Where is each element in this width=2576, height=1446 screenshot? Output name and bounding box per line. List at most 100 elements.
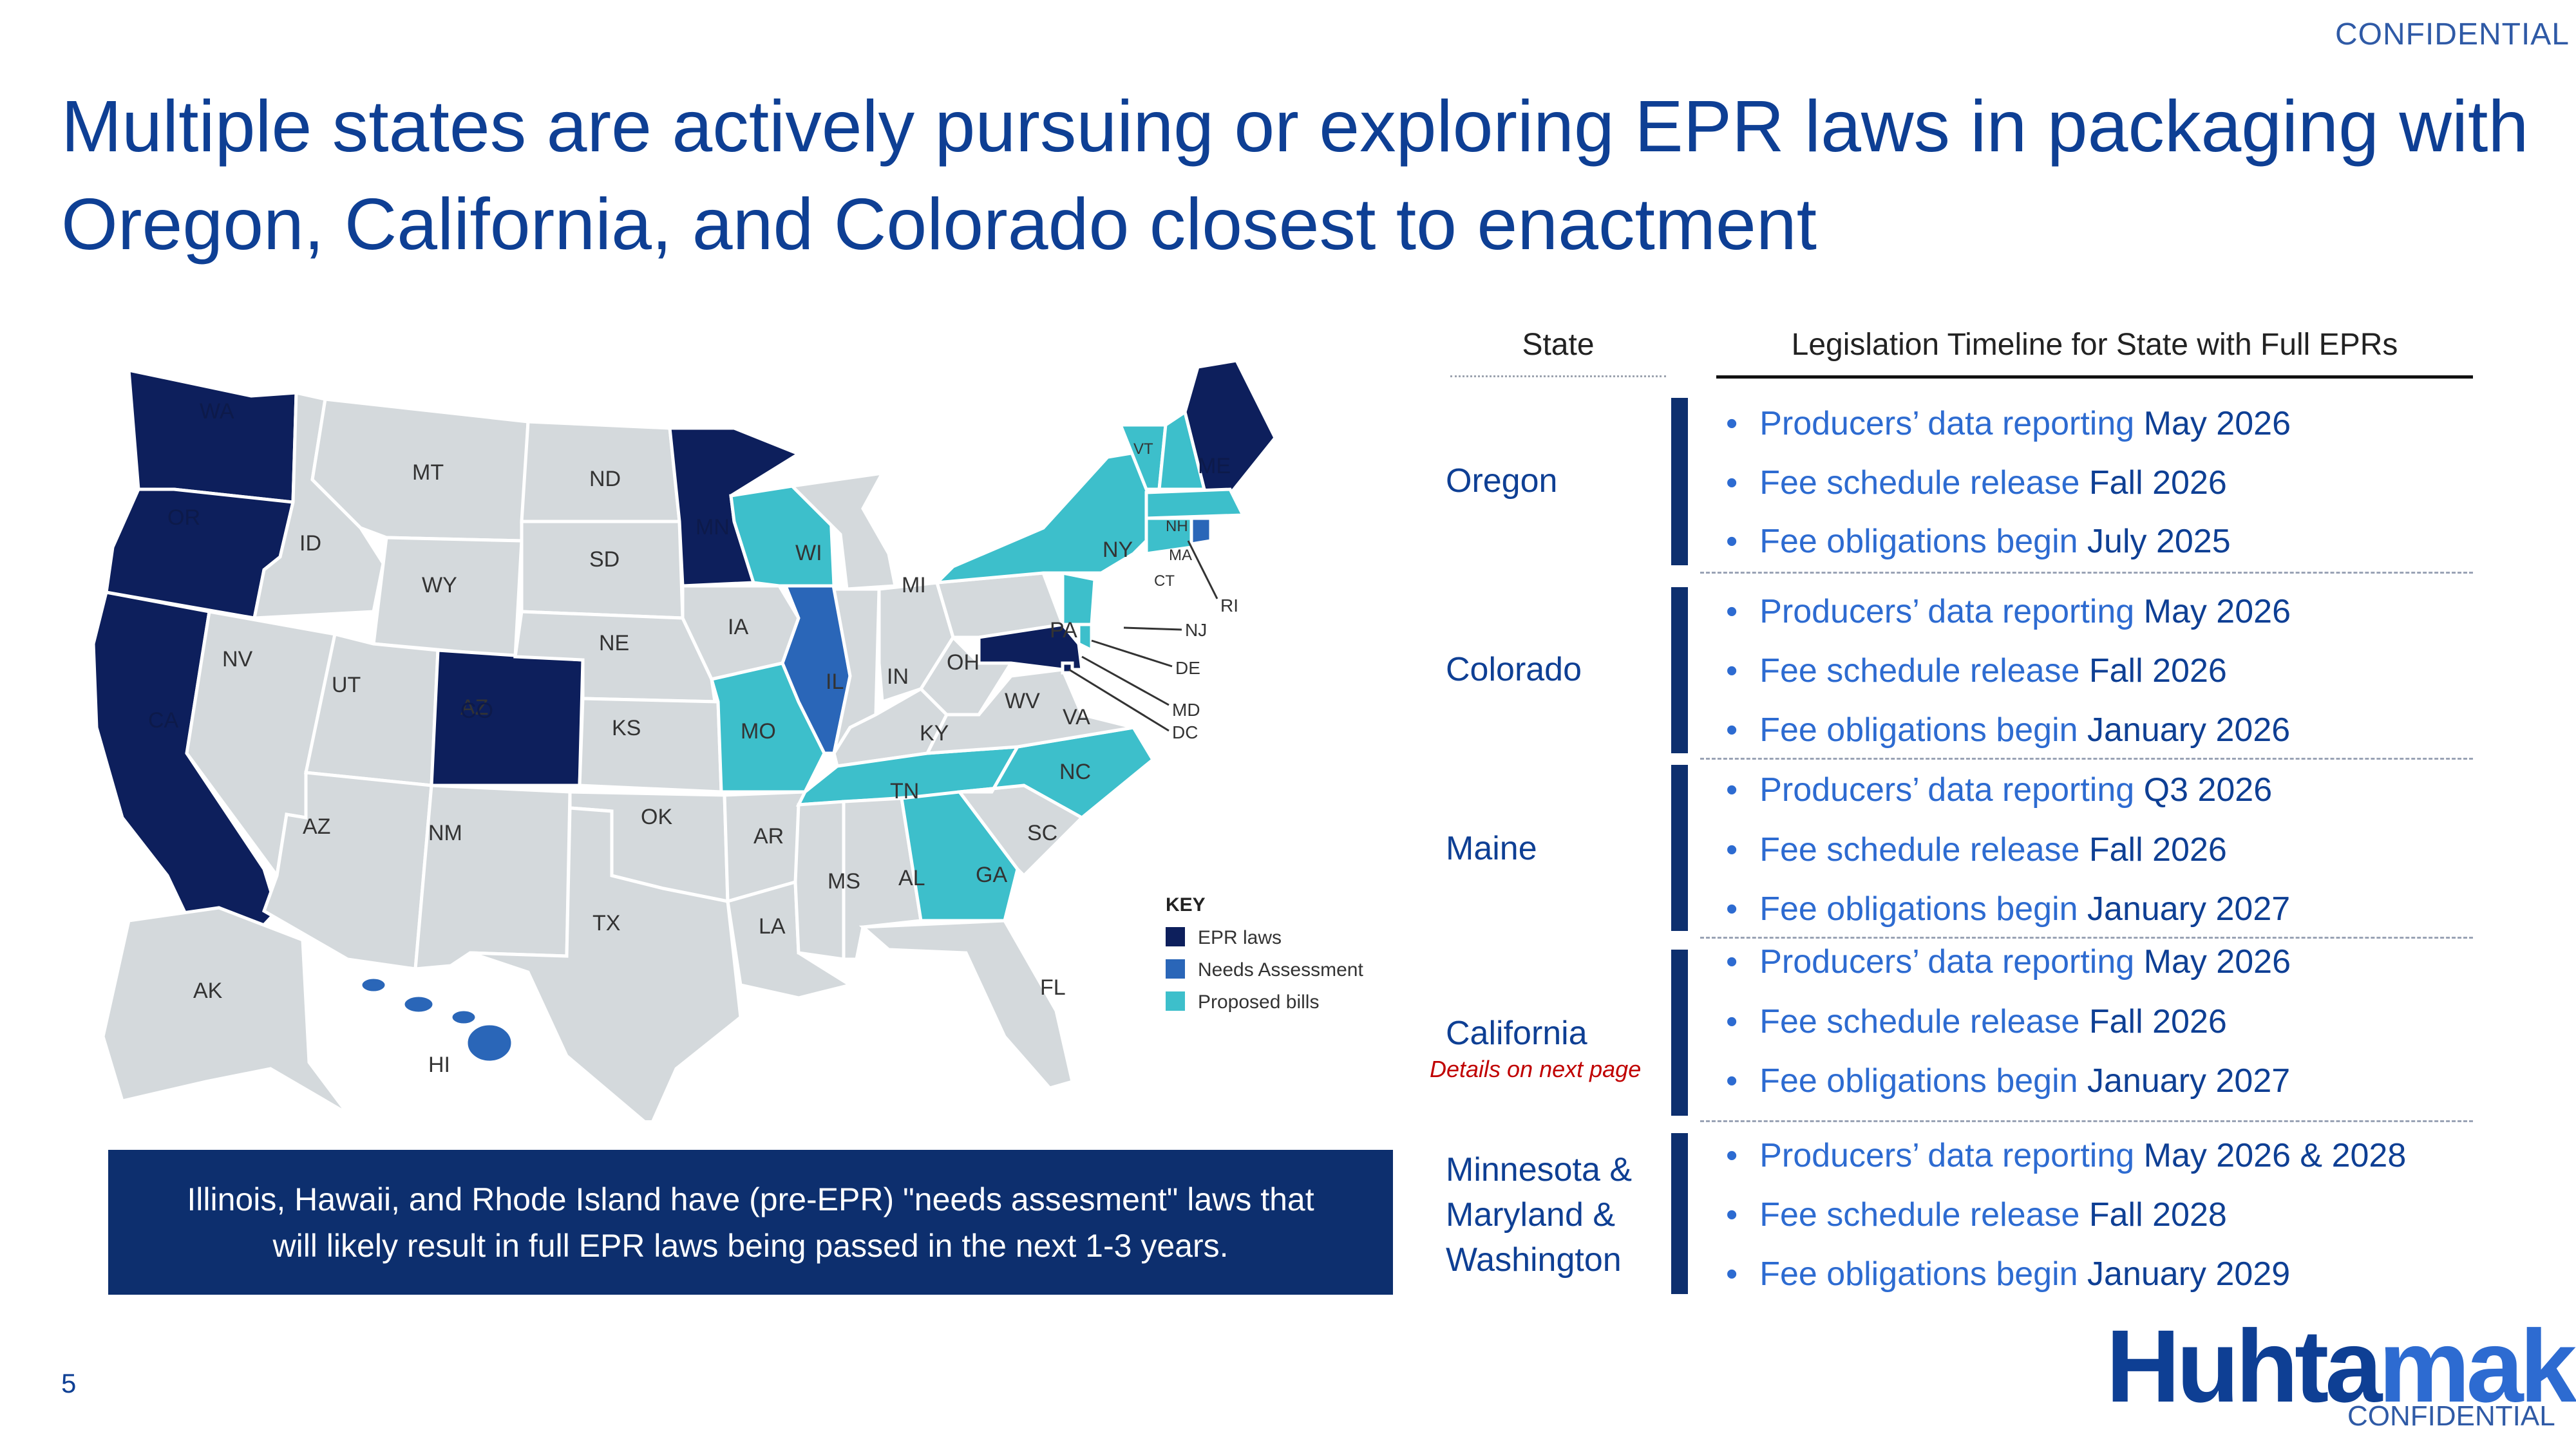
bullet-item: • Fee schedule release Fall 2026 — [1726, 464, 2227, 502]
label-vt: VT — [1133, 440, 1153, 458]
state-colorado: Colorado — [1446, 651, 1582, 688]
label-al: AL — [898, 866, 925, 890]
label-ca: CA — [148, 708, 179, 733]
state-oregon: Oregon — [1446, 462, 1558, 500]
us-map-svg: WA OR CA ID NV MT WY UT AZ CO AZ NM ND S… — [91, 359, 1363, 1130]
label-tx: TX — [592, 911, 620, 935]
label-dc: DC — [1172, 722, 1198, 742]
state-fl — [858, 919, 1074, 1090]
state-wa — [127, 368, 298, 504]
confidential-label-top: CONFIDENTIAL — [2334, 17, 2570, 52]
header-state: State — [1522, 328, 1595, 362]
label-ok: OK — [641, 805, 672, 829]
label-ut: UT — [332, 673, 361, 697]
state-ny — [933, 449, 1155, 585]
state-mi — [788, 471, 898, 591]
confidential-label-bottom: CONFIDENTIAL — [2347, 1400, 2555, 1432]
state-nj — [1061, 570, 1097, 626]
bullet-item: • Fee schedule release Fall 2026 — [1726, 1003, 2227, 1040]
label-fl: FL — [1040, 975, 1066, 1000]
callout-box: Illinois, Hawaii, and Rhode Island have … — [108, 1150, 1393, 1295]
key-swatch-epr — [1166, 927, 1185, 946]
state-bar — [1671, 398, 1688, 565]
label-md: MD — [1172, 700, 1200, 720]
label-pa: PA — [1050, 618, 1077, 643]
label-in: IN — [887, 664, 909, 689]
page-title: Multiple states are actively pursuing or… — [61, 86, 2529, 265]
label-nc: NC — [1059, 760, 1091, 784]
label-co: CO — [460, 699, 493, 723]
label-ma: MA — [1169, 547, 1192, 564]
state-california: California — [1446, 1015, 1587, 1052]
state-ga — [900, 790, 1019, 923]
row-divider — [1700, 572, 2473, 574]
key-label-proposed: Proposed bills — [1198, 991, 1319, 1013]
label-ga: GA — [976, 863, 1007, 887]
bullet-item: • Producers’ data reporting May 2026 — [1726, 593, 2291, 630]
state-ks — [578, 697, 723, 794]
details-note: Details on next page — [1430, 1056, 1642, 1082]
label-me: ME — [1198, 454, 1231, 478]
state-tx — [469, 806, 743, 1130]
state-bar — [1671, 1133, 1688, 1294]
label-il: IL — [826, 670, 844, 694]
label-nv: NV — [222, 647, 253, 671]
label-az2: AZ — [303, 814, 330, 839]
bullet-item: • Fee obligations begin January 2027 — [1726, 1062, 2291, 1100]
key-swatch-needs — [1166, 959, 1185, 979]
state-bar — [1671, 765, 1688, 931]
row-divider — [1700, 937, 2473, 939]
state-co — [430, 648, 585, 787]
callout-text: Illinois, Hawaii, and Rhode Island have … — [187, 1181, 1314, 1264]
state-nm — [413, 784, 572, 971]
bullet-item: • Fee schedule release Fall 2026 — [1726, 652, 2227, 690]
state-maine: Maine — [1446, 830, 1537, 867]
us-map: WA OR CA ID NV MT WY UT AZ CO AZ NM ND S… — [77, 341, 1404, 1130]
bullet-item: • Producers’ data reporting May 2026 & 20… — [1726, 1137, 2407, 1174]
bullet-item: • Producers’ data reporting May 2026 — [1726, 943, 2291, 981]
label-sd: SD — [589, 547, 620, 572]
label-wa: WA — [200, 399, 234, 424]
label-ky: KY — [920, 721, 949, 746]
key-swatch-proposed — [1166, 991, 1185, 1011]
header-state-underline — [1450, 375, 1666, 377]
bullet-item: • Fee obligations begin January 2027 — [1726, 890, 2291, 928]
label-ms: MS — [828, 869, 860, 894]
header-timeline-underline — [1716, 375, 2473, 379]
label-mt: MT — [412, 460, 444, 485]
label-oh: OH — [947, 650, 980, 675]
label-mo: MO — [741, 719, 776, 744]
label-ks: KS — [612, 716, 641, 740]
label-la: LA — [759, 914, 786, 939]
label-sc: SC — [1027, 821, 1057, 845]
state-minnesota-maryland-washington: Minnesota & Maryland & Washington — [1446, 1151, 1633, 1279]
label-ia: IA — [728, 615, 748, 639]
header-timeline: Legislation Timeline for State with Full… — [1791, 328, 2398, 362]
key-title: KEY — [1166, 894, 1206, 915]
state-bar — [1671, 587, 1688, 753]
label-de: DE — [1175, 658, 1200, 678]
label-wi: WI — [795, 541, 822, 565]
label-ct: CT — [1154, 572, 1175, 590]
label-ak: AK — [193, 979, 223, 1003]
label-nj: NJ — [1185, 620, 1207, 640]
state-ms — [793, 800, 846, 961]
state-hi — [359, 975, 515, 1064]
bullet-item: • Fee obligations begin January 2026 — [1726, 711, 2291, 749]
label-or: OR — [167, 505, 200, 530]
bullet-item: • Fee obligations begin July 2025 — [1726, 523, 2231, 560]
label-nm: NM — [428, 821, 462, 845]
label-va: VA — [1063, 705, 1090, 729]
huhtamaki-logo: Huhtamaki — [2106, 1308, 2576, 1423]
label-wv: WV — [1005, 689, 1040, 713]
row-divider — [1700, 758, 2473, 760]
label-ar: AR — [753, 824, 784, 849]
state-bar — [1671, 950, 1688, 1116]
state-ma — [1144, 487, 1245, 520]
label-id: ID — [299, 531, 321, 556]
state-ri — [1189, 516, 1213, 546]
bullet-item: • Fee schedule release Fall 2028 — [1726, 1196, 2227, 1234]
label-ri: RI — [1220, 596, 1238, 615]
page-number: 5 — [61, 1368, 77, 1398]
label-nd: ND — [589, 467, 621, 491]
